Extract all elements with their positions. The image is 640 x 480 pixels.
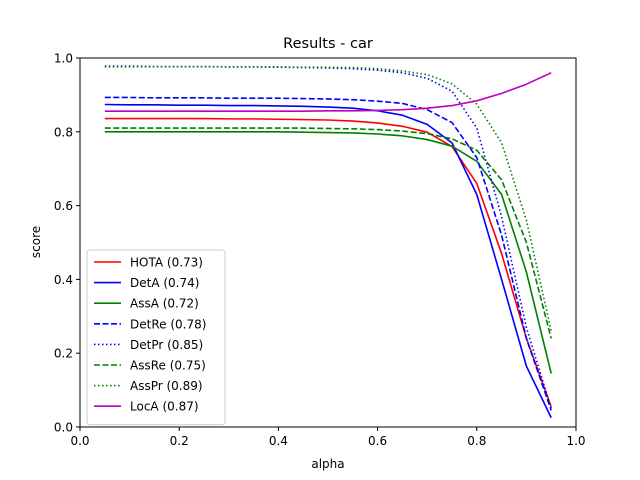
legend-label: HOTA (0.73) [130, 256, 203, 270]
y-ticks: 0.0 0.2 0.4 0.6 0.8 1.0 [54, 52, 80, 435]
x-tick-label: 0.6 [368, 434, 387, 448]
legend-label: AssRe (0.75) [130, 359, 206, 373]
series-line-5 [104, 127, 552, 339]
x-tick-label: 0.0 [70, 434, 89, 448]
x-tick-label: 0.2 [170, 434, 189, 448]
y-axis-label: score [29, 226, 43, 258]
series-line-6 [104, 66, 552, 332]
y-tick-label: 0.2 [54, 347, 73, 361]
y-tick-label: 0.6 [54, 199, 73, 213]
legend-label: LocA (0.87) [130, 400, 199, 414]
legend-box [86, 249, 226, 426]
legend-label: AssA (0.72) [130, 297, 199, 311]
x-ticks: 0.0 0.2 0.4 0.6 0.8 1.0 [70, 427, 586, 448]
x-tick-label: 1.0 [566, 434, 585, 448]
plot-frame [79, 57, 577, 428]
y-tick-label: 1.0 [54, 52, 73, 66]
series-line-0 [104, 117, 552, 407]
series-line-7 [104, 72, 552, 112]
series-line-1 [104, 103, 552, 419]
y-tick-label: 0.8 [54, 125, 73, 139]
y-tick-label: 0.0 [54, 421, 73, 435]
x-axis-label: alpha [311, 457, 344, 471]
legend-label: AssPr (0.89) [130, 379, 203, 393]
series-line-2 [104, 131, 552, 374]
legend-label: DetPr (0.85) [130, 338, 203, 352]
x-tick-label: 0.8 [467, 434, 486, 448]
legend: HOTA (0.73) DetA (0.74) AssA (0.72) DetRe (… [86, 249, 226, 426]
y-tick-label: 0.4 [54, 273, 73, 287]
legend-label: DetA (0.74) [130, 276, 199, 290]
plot-lines [104, 65, 552, 419]
chart-title: Results - car [283, 36, 373, 52]
legend-label: DetRe (0.78) [130, 317, 206, 331]
series-line-3 [104, 96, 552, 411]
x-tick-label: 0.4 [269, 434, 288, 448]
